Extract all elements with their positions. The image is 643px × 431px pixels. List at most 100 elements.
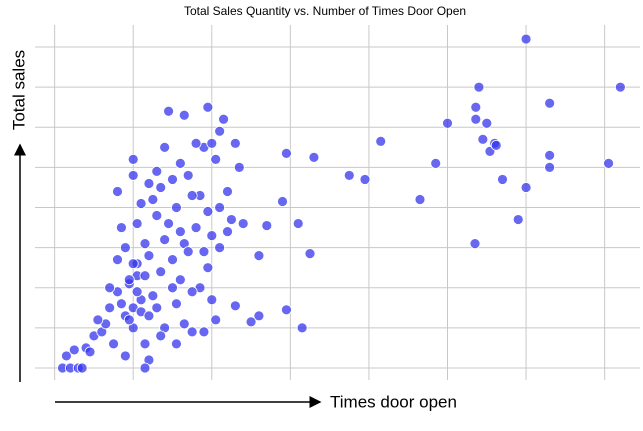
- point: [167, 254, 178, 266]
- point: [343, 170, 355, 181]
- point: [127, 153, 139, 165]
- point: [229, 137, 241, 149]
- point: [135, 198, 147, 209]
- point: [127, 170, 139, 181]
- point: [116, 298, 127, 310]
- point: [233, 162, 245, 173]
- point: [112, 186, 123, 197]
- x-axis-label: Times door open: [330, 392, 457, 411]
- point: [139, 362, 151, 374]
- point: [490, 139, 502, 151]
- point: [108, 338, 119, 350]
- point: [84, 346, 96, 358]
- point: [104, 282, 116, 294]
- point: [190, 137, 202, 149]
- point: [210, 153, 222, 165]
- point: [497, 174, 508, 185]
- point: [190, 222, 202, 233]
- point: [119, 242, 131, 254]
- point: [163, 218, 174, 229]
- point: [473, 81, 485, 93]
- point: [143, 178, 155, 189]
- point: [222, 186, 233, 197]
- point: [198, 246, 210, 258]
- point: [253, 250, 265, 262]
- point: [210, 314, 222, 326]
- point: [178, 318, 190, 330]
- point: [151, 302, 163, 314]
- point: [520, 182, 532, 193]
- point: [214, 242, 226, 254]
- point: [171, 298, 182, 310]
- point: [296, 322, 308, 334]
- point: [151, 166, 163, 177]
- point: [178, 109, 190, 121]
- point: [155, 266, 167, 278]
- point: [186, 326, 198, 338]
- point: [143, 310, 155, 322]
- point: [206, 294, 218, 306]
- point: [147, 290, 159, 302]
- point: [143, 250, 155, 262]
- point: [61, 350, 72, 362]
- point: [202, 101, 214, 113]
- point: [481, 117, 493, 129]
- point: [127, 258, 139, 270]
- point: [253, 310, 265, 322]
- point: [155, 182, 167, 193]
- point: [68, 344, 80, 356]
- grid: [35, 25, 640, 380]
- point: [308, 151, 320, 163]
- point: [186, 190, 198, 201]
- point: [237, 218, 249, 229]
- point: [470, 113, 482, 125]
- point: [469, 238, 481, 250]
- point: [359, 174, 371, 185]
- point: [292, 218, 304, 229]
- point: [206, 137, 218, 149]
- point: [544, 162, 556, 173]
- point: [131, 218, 143, 229]
- y-axis-label: Total sales: [9, 50, 28, 130]
- point: [614, 81, 626, 93]
- point: [214, 125, 226, 137]
- point: [155, 330, 167, 342]
- point: [123, 314, 135, 326]
- point: [544, 149, 556, 161]
- point: [167, 174, 178, 185]
- point: [182, 246, 194, 258]
- point: [202, 206, 214, 217]
- point: [139, 238, 151, 250]
- point: [477, 133, 489, 145]
- point: [304, 248, 316, 260]
- point: [202, 262, 214, 274]
- point: [470, 101, 482, 113]
- point: [116, 222, 127, 233]
- point: [281, 147, 292, 159]
- point: [151, 210, 163, 221]
- point: [520, 33, 532, 45]
- point: [414, 194, 426, 205]
- point: [214, 202, 226, 213]
- point: [281, 304, 292, 316]
- point: [277, 196, 288, 207]
- point: [229, 300, 241, 312]
- point: [171, 338, 182, 350]
- point: [92, 314, 104, 326]
- point: [442, 117, 453, 129]
- point: [512, 214, 524, 225]
- point: [104, 302, 116, 314]
- point: [430, 157, 442, 169]
- point: [186, 286, 198, 298]
- point: [182, 170, 194, 181]
- point: [375, 135, 387, 147]
- point: [544, 97, 556, 109]
- chart-title: Total Sales Quantity vs. Number of Times…: [184, 4, 466, 18]
- point: [139, 338, 151, 350]
- point: [198, 326, 210, 338]
- point: [245, 316, 257, 328]
- point: [218, 113, 229, 125]
- points: [57, 33, 626, 374]
- point: [174, 157, 186, 169]
